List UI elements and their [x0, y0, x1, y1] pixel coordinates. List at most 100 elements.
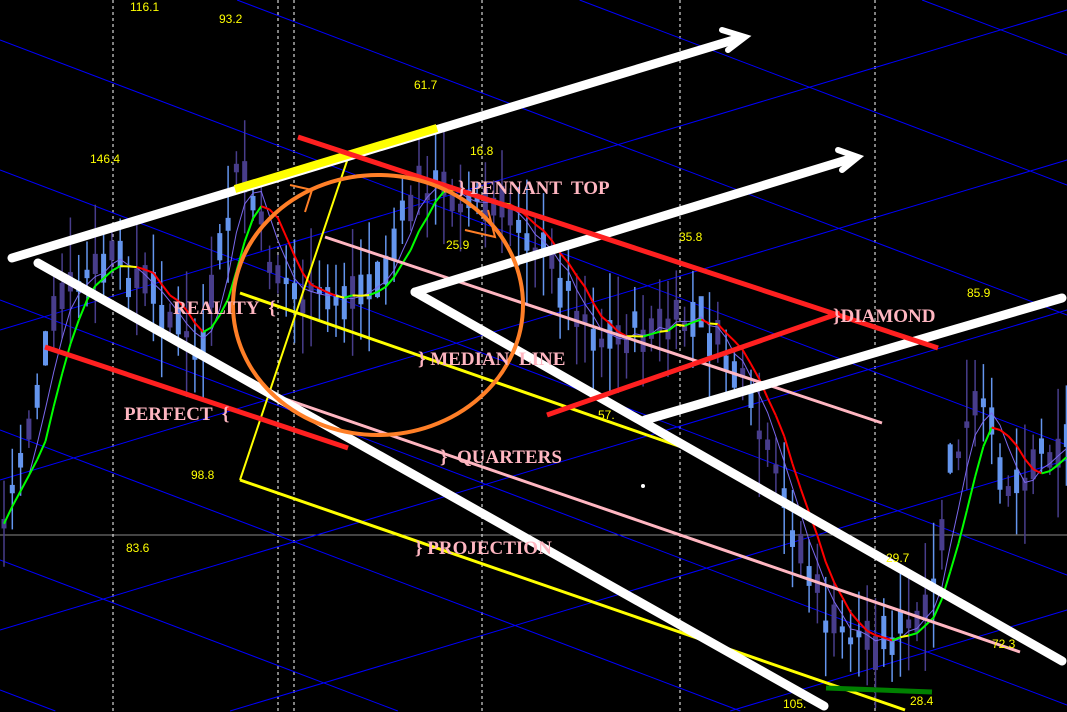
diagonal-gridline	[0, 299, 1067, 706]
ma-colored-segment	[667, 323, 677, 332]
ma-colored-segment	[19, 475, 30, 492]
candle-body	[1030, 449, 1036, 480]
ma-colored-segment	[3, 505, 14, 525]
ma-colored-segment	[600, 315, 611, 325]
projection-line[interactable]	[239, 478, 906, 712]
diagonal-gridline	[0, 169, 1067, 576]
ma-colored-segment	[592, 302, 603, 318]
candle-body	[599, 338, 605, 348]
support-green-line[interactable]	[825, 685, 933, 695]
candle-body	[831, 604, 837, 634]
pitchfork-middle-line[interactable]	[410, 287, 1067, 666]
candle-body	[375, 261, 380, 298]
candle-body	[964, 421, 970, 428]
ma-colored-segment	[932, 598, 943, 619]
annotation-perfect: PERFECT {	[124, 404, 229, 425]
ma-colored-segment	[11, 490, 22, 507]
diamond-red-line[interactable]	[546, 310, 841, 418]
ma-colored-segment	[567, 262, 578, 277]
candle-body	[59, 282, 65, 309]
quarter-line-upper[interactable]	[324, 235, 883, 425]
candle-body	[922, 594, 928, 620]
ma-colored-segment	[344, 294, 353, 299]
candle-body	[997, 457, 1003, 490]
annotation-quarters: } QUARTERS	[440, 447, 562, 468]
ma-colored-segment	[36, 440, 47, 461]
candle-body	[292, 283, 297, 300]
ma-colored-segment	[982, 427, 993, 447]
ma-colored-segment	[609, 322, 619, 333]
candle-body	[624, 339, 629, 354]
ma-colored-segment	[77, 299, 88, 321]
candle-body	[325, 287, 331, 310]
candle-body	[1005, 486, 1011, 496]
value-label: 146.4	[90, 152, 120, 166]
quarter-line-lower[interactable]	[264, 390, 1021, 654]
orange-arrow-icon	[289, 184, 314, 213]
ma-colored-segment	[858, 621, 868, 632]
candle-body	[9, 484, 15, 494]
arrow-head-icon	[719, 27, 752, 53]
ma-colored-segment	[202, 326, 212, 333]
candle-body	[482, 188, 488, 222]
value-label: 93.2	[219, 12, 243, 26]
pitchfork-handle[interactable]	[239, 151, 351, 481]
candle-body	[765, 439, 771, 450]
candle-body	[34, 384, 40, 408]
diagonal-gridline	[0, 559, 398, 712]
candle-body	[582, 314, 588, 325]
candle-body	[333, 296, 339, 306]
ma-colored-segment	[28, 459, 39, 477]
ma-colored-segment	[559, 252, 570, 264]
candle-body	[499, 185, 505, 218]
ma-colored-segment	[799, 488, 811, 513]
annotation-projection: } PROJECTION	[415, 538, 552, 559]
annotation-pennant-top: } PENNANT TOP	[458, 178, 610, 199]
pitchfork-lower-line[interactable]	[33, 258, 829, 711]
orange-arrow-icon	[464, 209, 497, 239]
ma-colored-segment	[218, 298, 229, 316]
candle-body	[690, 301, 696, 337]
ma-colored-segment	[692, 318, 702, 324]
value-label: 85.9	[967, 286, 991, 300]
ma-colored-segment	[418, 216, 429, 232]
candle-body	[632, 311, 638, 328]
median-line[interactable]	[239, 291, 691, 452]
candle-body	[217, 233, 223, 261]
ma-colored-segment	[999, 429, 1009, 437]
candle-body	[897, 610, 903, 634]
candle-body	[673, 299, 679, 320]
diagonal-gridline	[0, 159, 1067, 481]
pitchfork-upper-highlight[interactable]	[233, 124, 439, 193]
orange-circle[interactable]	[231, 173, 525, 437]
candle-body	[300, 299, 306, 314]
candle-body	[142, 265, 148, 294]
dot	[641, 484, 645, 488]
candle-body	[657, 308, 663, 332]
candle-body	[972, 391, 978, 416]
candle-body	[707, 333, 712, 357]
ma-colored-segment	[177, 300, 188, 311]
diagonal-gridline	[0, 429, 741, 712]
candle-body	[856, 630, 862, 638]
ma-colored-segment	[709, 322, 718, 326]
pennant-top-line[interactable]	[297, 134, 939, 351]
ma-colored-segment	[617, 330, 627, 338]
diamond-white-line[interactable]	[640, 293, 1067, 425]
candle-body	[648, 318, 654, 339]
ma-colored-segment	[957, 510, 968, 544]
ma-colored-segment	[335, 294, 345, 299]
candle-body	[881, 615, 887, 650]
candle-body	[748, 387, 754, 408]
candle-body	[665, 318, 671, 340]
ma-colored-segment	[252, 205, 263, 219]
value-label: 16.8	[470, 144, 494, 158]
candle-body	[980, 398, 986, 408]
ma-colored-segment	[741, 349, 752, 365]
ma-colored-segment	[774, 415, 786, 437]
value-label: 29.7	[886, 551, 910, 565]
pitchfork-middle-arrow[interactable]	[410, 153, 858, 297]
ma-colored-segment	[1015, 444, 1026, 460]
perfect-line[interactable]	[44, 344, 349, 451]
